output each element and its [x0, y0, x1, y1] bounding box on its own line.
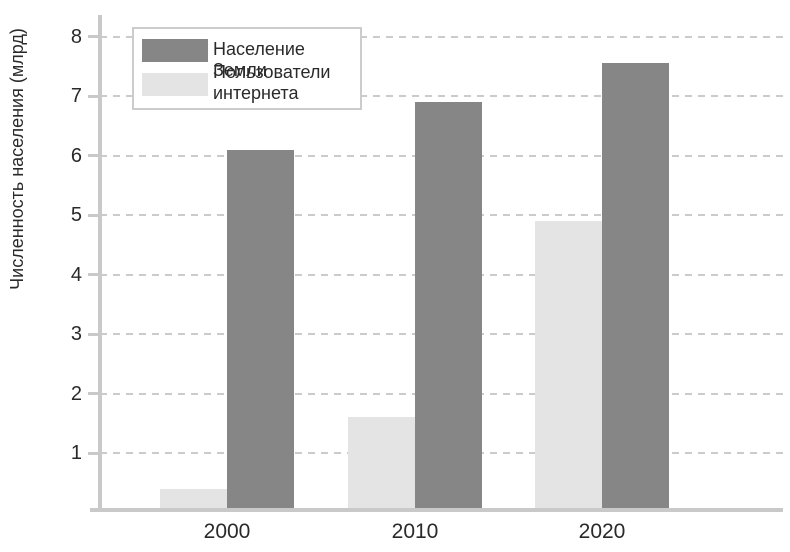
x-tick-label-2010: 2010 — [391, 520, 439, 543]
y-tick-label-6: 6 — [70, 144, 82, 167]
y-tick-label-7: 7 — [70, 85, 82, 107]
legend-swatch-population — [142, 39, 208, 62]
y-tick-mark — [88, 451, 100, 455]
bar-population-2000 — [227, 149, 294, 508]
plot-area: Население Земли Пользователи интернета 1… — [71, 15, 783, 543]
y-axis-line — [98, 15, 102, 512]
y-tick-mark — [88, 94, 100, 98]
y-tick-label-3: 3 — [70, 323, 82, 345]
gridline-y-7 — [100, 95, 783, 97]
legend-label-population: Население Земли — [213, 39, 305, 80]
x-axis-line — [90, 508, 783, 512]
bar-internet-users-2020 — [535, 220, 602, 508]
bar-internet-users-2010 — [348, 417, 415, 508]
bar-population-2020 — [602, 63, 669, 508]
y-tick-mark — [88, 213, 100, 217]
legend-swatch-internet-users — [142, 73, 208, 96]
legend: Население Земли Пользователи интернета — [132, 27, 362, 110]
y-tick-mark — [88, 332, 100, 336]
y-tick-mark — [88, 273, 100, 276]
y-tick-label-5: 5 — [70, 204, 82, 226]
y-tick-mark — [88, 35, 100, 38]
y-axis-label: Численность населения (млрд) — [7, 28, 27, 290]
bar-internet-users-2000 — [160, 488, 227, 508]
x-tick-label-2000: 2000 — [203, 520, 251, 543]
y-tick-mark — [88, 392, 100, 395]
gridline-y-8 — [100, 35, 783, 38]
bar-population-2010 — [415, 101, 482, 508]
y-tick-label-1: 1 — [70, 442, 82, 464]
y-tick-label-2: 2 — [70, 382, 82, 405]
x-tick-label-2020: 2020 — [578, 520, 626, 543]
y-tick-label-4: 4 — [70, 263, 82, 286]
y-tick-mark — [88, 154, 100, 157]
legend-label-internet-users: Пользователи интернета — [213, 62, 331, 103]
y-tick-label-8: 8 — [70, 25, 82, 48]
